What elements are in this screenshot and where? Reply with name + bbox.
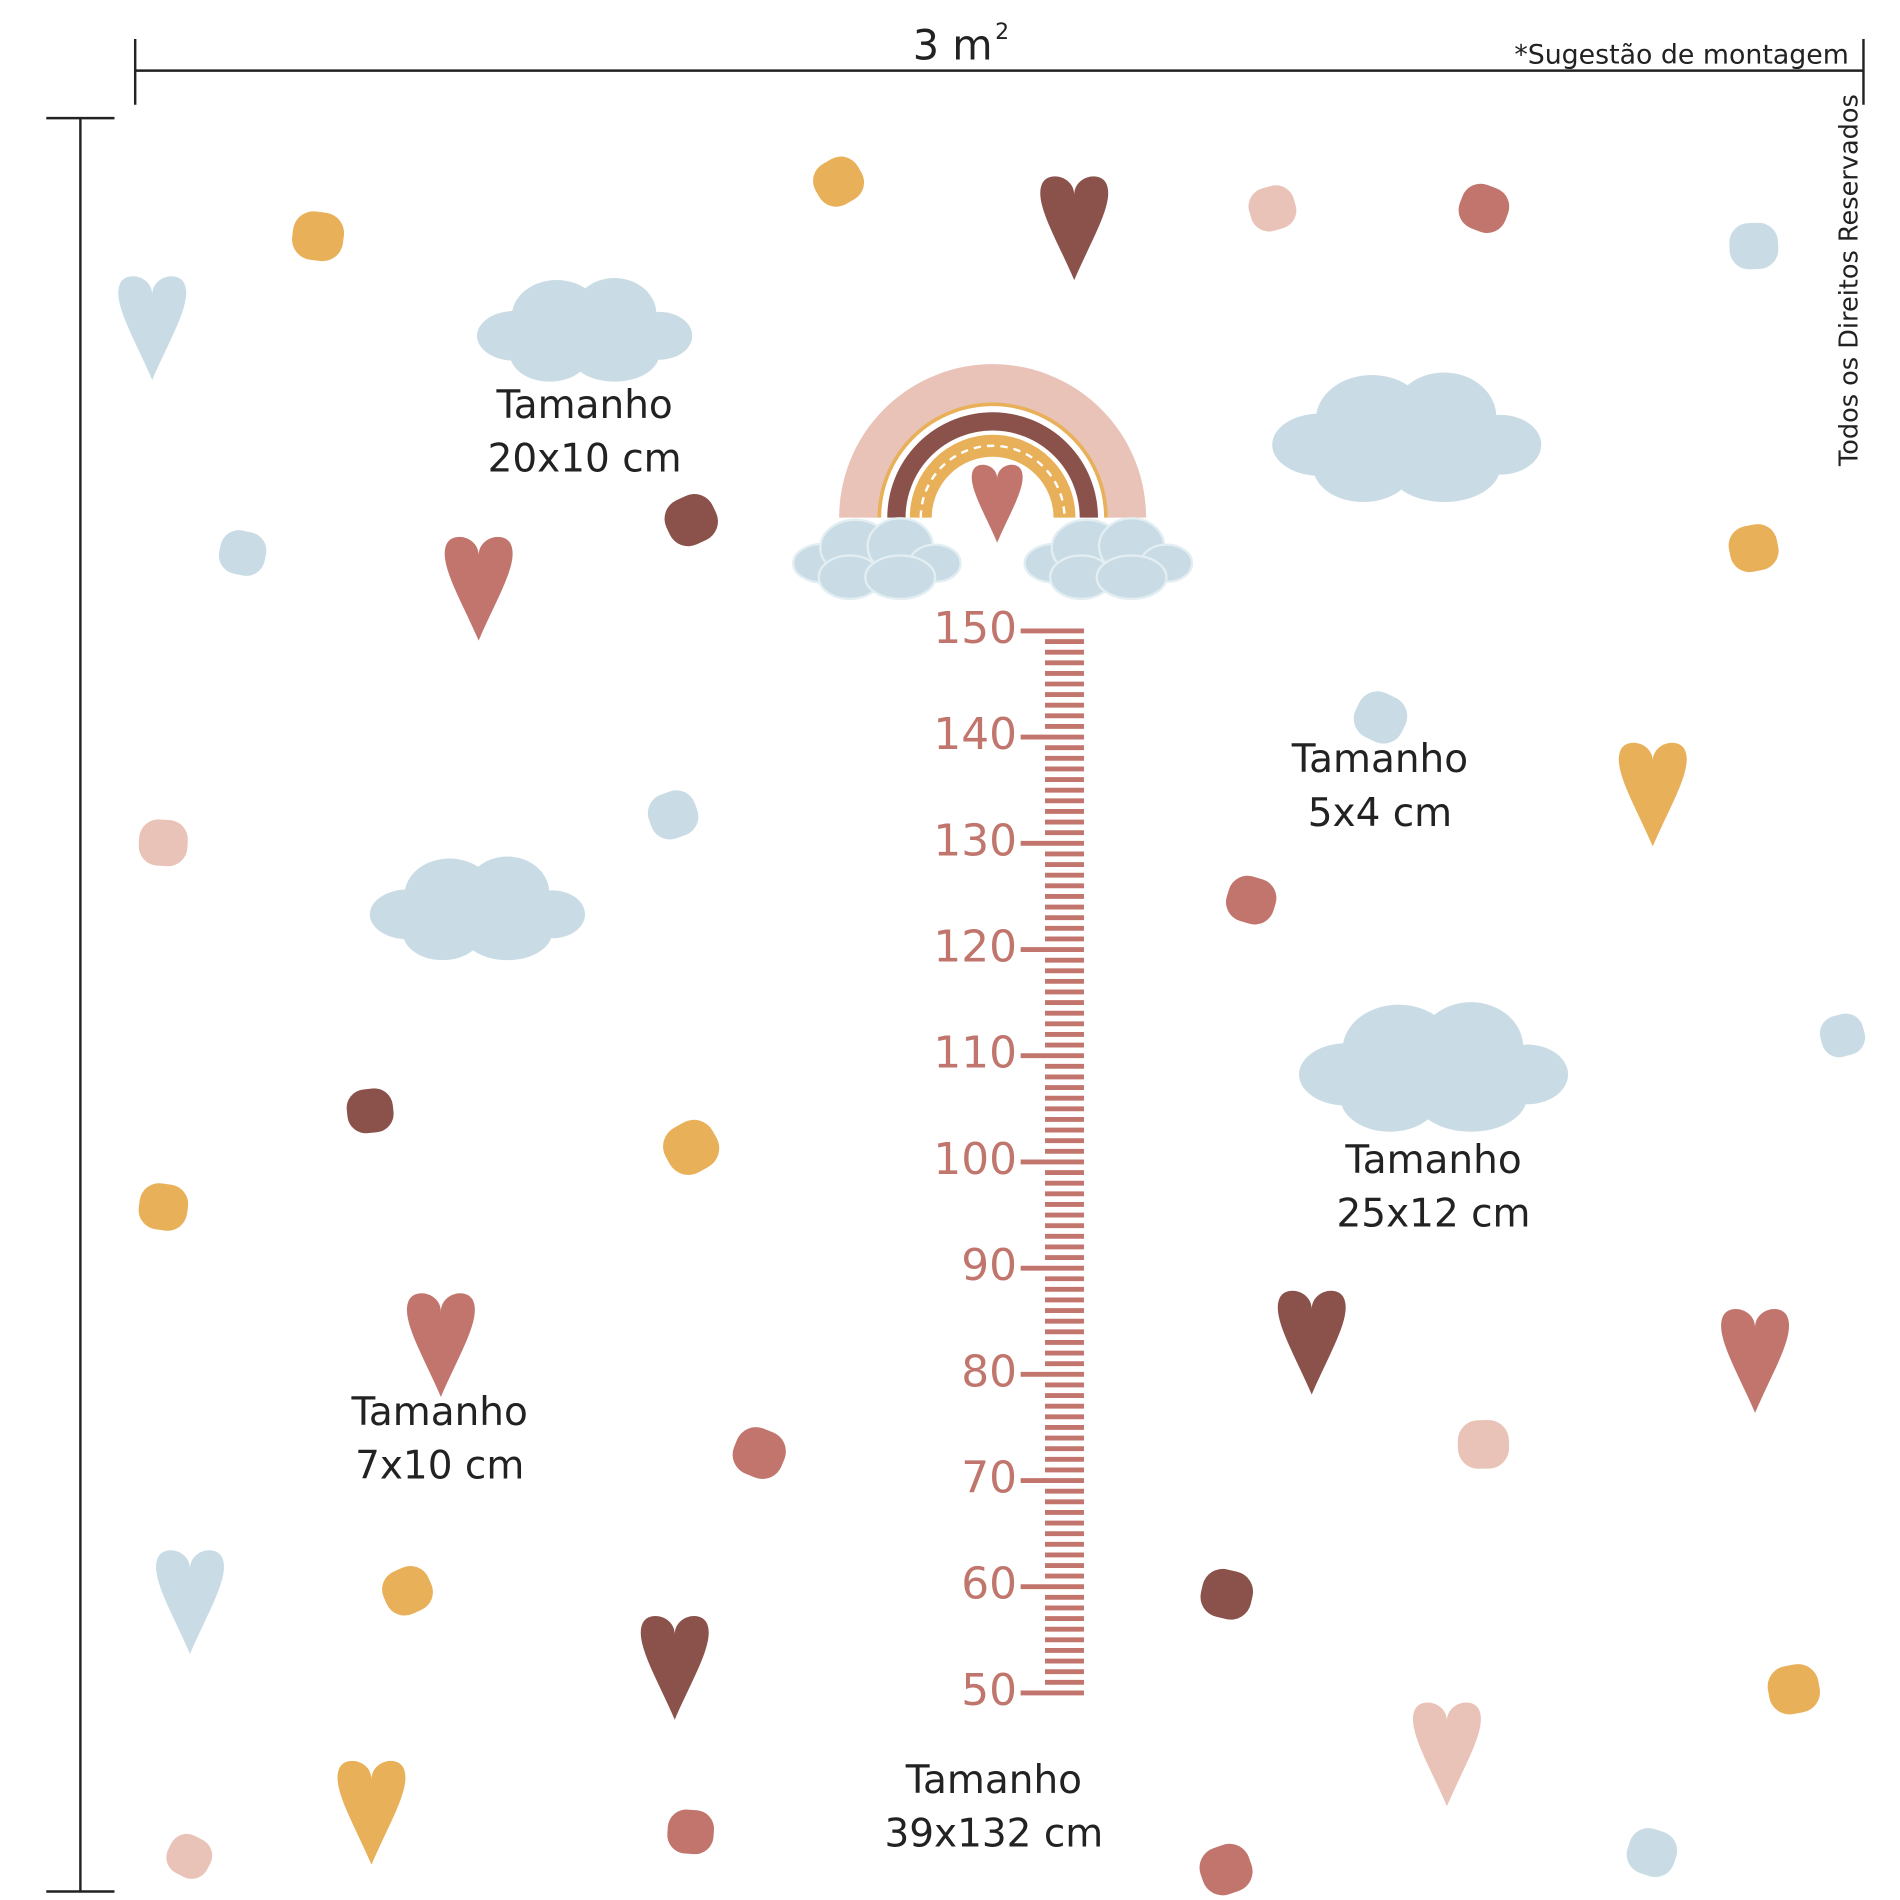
size-value: 7x10 cm [355, 1444, 524, 1489]
dot [732, 1427, 786, 1479]
ruler-label: 60 [961, 1559, 1017, 1610]
cloud [791, 517, 962, 601]
dot [382, 1565, 433, 1616]
size-value: 20x10 cm [488, 436, 682, 481]
ruler-label: 70 [961, 1453, 1017, 1504]
size-value: 39x132 cm [884, 1811, 1103, 1856]
dot [1728, 524, 1779, 573]
dot [218, 530, 267, 576]
dot [1353, 691, 1408, 744]
heart [1618, 742, 1687, 847]
size-title: Tamanho [351, 1390, 528, 1435]
rainbow-stitch [919, 444, 1066, 518]
ruler-label: 130 [933, 815, 1017, 866]
heart [1277, 1290, 1346, 1395]
heart [640, 1615, 709, 1720]
dot [166, 1833, 213, 1879]
heart [1040, 176, 1109, 281]
heart [971, 464, 1023, 543]
size-title: Tamanho [1344, 1138, 1521, 1183]
cloud [369, 856, 586, 961]
dot [1199, 1843, 1253, 1896]
size-title: Tamanho [1291, 737, 1468, 782]
dot [1626, 1828, 1678, 1878]
decorations [118, 156, 1866, 1896]
ruler-label: 110 [933, 1028, 1017, 1079]
cloud [1023, 517, 1194, 601]
ruler-label: 120 [933, 922, 1017, 973]
heart [337, 1760, 406, 1865]
ruler-label: 150 [933, 603, 1017, 654]
ruler-label: 80 [961, 1346, 1017, 1397]
rainbow-arc [887, 412, 1098, 518]
cloud [1272, 372, 1542, 503]
width-exponent: 2 [995, 20, 1009, 45]
dot [1225, 875, 1277, 925]
dot [1458, 183, 1510, 233]
ruler-label: 100 [933, 1134, 1017, 1185]
ruler-label: 50 [961, 1665, 1017, 1716]
dot [346, 1088, 394, 1134]
dot [813, 156, 865, 207]
heart [1412, 1702, 1481, 1807]
heart [406, 1293, 475, 1397]
dot [138, 819, 188, 867]
cloud [1298, 1002, 1569, 1132]
rainbow-arc [877, 402, 1108, 518]
dot [1248, 185, 1297, 232]
heart [156, 1550, 224, 1654]
size-labels: Tamanho 20x10 cm Tamanho 5x4 cm Tamanho 25x12… [351, 383, 1531, 1857]
ruler: 150 140 130 120 110 100 90 80 70 60 50 [933, 603, 1084, 1716]
dot [1729, 222, 1779, 270]
heart [444, 536, 513, 641]
size-value: 25x12 cm [1337, 1191, 1531, 1236]
dot [138, 1183, 189, 1231]
dimension-lines [46, 38, 1865, 1893]
rainbow-arc [839, 364, 1147, 518]
ruler-label: 140 [933, 709, 1017, 760]
width-label: 3 m [913, 22, 993, 70]
dot [1819, 1013, 1866, 1058]
rainbow [791, 364, 1194, 601]
dot [1200, 1568, 1254, 1620]
dot [1767, 1664, 1820, 1715]
dot [647, 790, 699, 840]
rights-note: Todos os Direitos Reservados [1834, 94, 1864, 467]
size-value: 5x4 cm [1308, 791, 1452, 836]
ruler-label: 90 [961, 1240, 1017, 1291]
size-title: Tamanho [905, 1758, 1082, 1803]
dot [1457, 1420, 1510, 1469]
heart [118, 276, 187, 380]
cloud [476, 278, 693, 382]
heart [1721, 1309, 1790, 1413]
dot [667, 1809, 715, 1855]
dot [292, 211, 345, 262]
size-title: Tamanho [495, 383, 672, 428]
dot [664, 494, 718, 547]
mount-note: *Sugestão de montagem [1514, 39, 1849, 70]
dot [663, 1119, 720, 1175]
